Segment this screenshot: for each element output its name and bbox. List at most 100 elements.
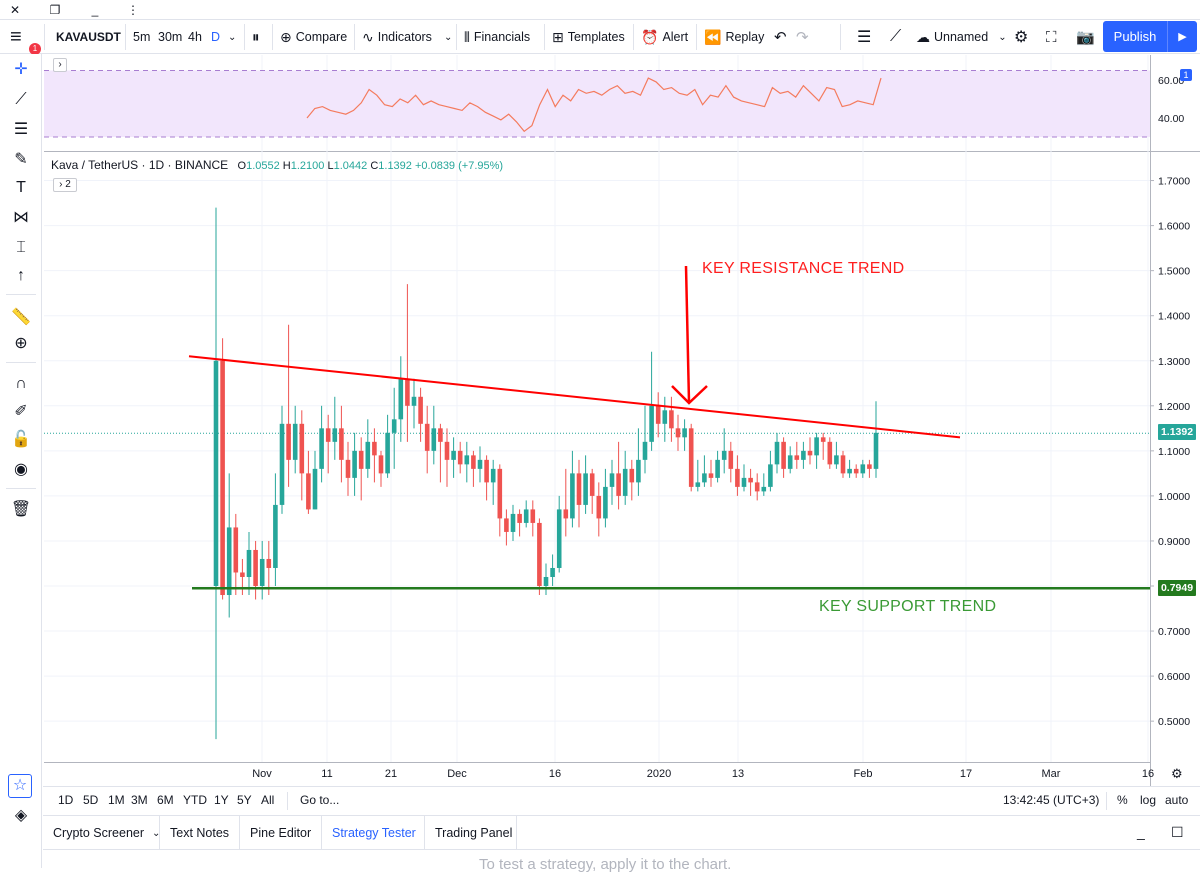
candle-body xyxy=(226,527,232,596)
range-1m[interactable]: 1M xyxy=(108,793,125,807)
text-tool-icon[interactable]: T xyxy=(16,179,26,196)
log-scale-toggle[interactable]: log xyxy=(1140,793,1157,807)
candle-body xyxy=(424,423,430,451)
price-tick-label: 1.2000 xyxy=(1158,401,1190,413)
lock-drawing-icon[interactable]: ✐ xyxy=(14,403,28,420)
object-tree-icon[interactable]: ☰ xyxy=(857,29,872,46)
minimize-window-icon[interactable]: _ xyxy=(91,3,99,17)
candle-body xyxy=(266,558,272,568)
candle-body xyxy=(537,522,542,586)
tab-text-notes[interactable]: Text Notes xyxy=(160,816,240,850)
camera-icon[interactable]: 📷 xyxy=(1076,29,1095,46)
auto-scale-toggle[interactable]: auto xyxy=(1165,793,1189,807)
plus-circle-icon: ⊕ xyxy=(280,28,292,45)
trash-icon[interactable]: 🗑 xyxy=(10,501,32,518)
candle-body xyxy=(411,396,417,406)
candles-chart-type-icon[interactable]: ⏸ xyxy=(252,28,260,46)
candle-body xyxy=(438,428,443,442)
range-5y[interactable]: 5Y xyxy=(237,793,252,807)
symbol-search-button[interactable]: KAVAUSDT xyxy=(56,30,121,44)
rsi-collapse-button[interactable]: › xyxy=(53,58,67,72)
chart-canvas[interactable]: Nov 11 21 Dec 16 2020 13 Feb 17 Mar 161.70001.6000… xyxy=(0,0,1200,786)
candle-body xyxy=(840,455,846,474)
candle-body xyxy=(246,549,252,577)
interval-dropdown-icon[interactable]: ⌄ xyxy=(228,31,237,43)
bottom-tabs: Crypto Screener ⌄ Text Notes Pine Editor… xyxy=(43,816,1200,850)
crosshair-icon[interactable]: ✛ xyxy=(14,61,28,78)
lock-icon[interactable]: 🔓 xyxy=(11,431,31,448)
layout-name-button[interactable]: ☁ Unnamed ⌄ xyxy=(916,20,1007,54)
magnet-icon[interactable]: ∩ xyxy=(15,375,27,392)
brush-icon[interactable]: ✎ xyxy=(14,151,28,168)
financials-button[interactable]: ⫴ Financials xyxy=(464,20,530,54)
maximize-panel-icon[interactable]: ☐ xyxy=(1171,824,1184,840)
candle-body xyxy=(279,423,285,505)
ruler-icon[interactable]: 📏 xyxy=(11,309,31,326)
price-tick-label: 0.6000 xyxy=(1158,671,1190,683)
arrow-up-icon[interactable]: ↑ xyxy=(17,267,25,284)
zoom-in-icon[interactable]: ⊕ xyxy=(14,335,28,352)
alarm-clock-icon: ⏰ xyxy=(641,28,659,45)
publish-button[interactable]: Publish ▶ xyxy=(1103,21,1197,52)
candle-body xyxy=(662,410,668,424)
indicators-toggle-button[interactable]: › 2 xyxy=(53,178,77,192)
alert-button[interactable]: ⏰ Alert xyxy=(641,20,688,54)
range-5d[interactable]: 5D xyxy=(83,793,99,807)
more-options-icon[interactable]: ⋮ xyxy=(127,3,139,17)
candle-body xyxy=(563,509,569,519)
close-window-icon[interactable]: ✕ xyxy=(9,3,21,17)
candle-body xyxy=(873,432,879,469)
tab-pine-editor[interactable]: Pine Editor xyxy=(240,816,322,850)
pattern-icon[interactable]: ⋈ xyxy=(13,209,29,226)
candle-body xyxy=(820,437,826,442)
tab-strategy-tester[interactable]: Strategy Tester xyxy=(322,816,425,850)
fullscreen-icon[interactable]: ⛶ xyxy=(1046,28,1057,46)
interval-5m[interactable]: 5m xyxy=(133,30,151,44)
templates-icon: ⊞ xyxy=(552,28,564,45)
undo-icon[interactable]: ↶ xyxy=(774,29,787,46)
settings-gear-icon[interactable]: ⚙ xyxy=(1014,29,1029,46)
restore-window-icon[interactable]: ❐ xyxy=(49,3,61,17)
interval-d[interactable]: D xyxy=(211,30,221,44)
financials-label: Financials xyxy=(473,30,531,44)
range-all[interactable]: All xyxy=(261,793,275,807)
range-3m[interactable]: 3M xyxy=(131,793,148,807)
price-tick-label: 1.3000 xyxy=(1158,356,1190,368)
redo-icon[interactable]: ↷ xyxy=(796,29,809,46)
time-tick-label: 13 xyxy=(732,768,744,780)
drawing-line-icon[interactable]: ⟋ xyxy=(890,28,902,45)
range-1d[interactable]: 1D xyxy=(58,793,74,807)
candle-body xyxy=(451,450,456,460)
main-menu-button[interactable]: ≡ xyxy=(10,25,22,48)
interval-4h[interactable]: 4h xyxy=(188,30,202,44)
templates-button[interactable]: ⊞ Templates xyxy=(552,20,625,54)
range-6m[interactable]: 6M xyxy=(157,793,174,807)
percent-scale-toggle[interactable]: % xyxy=(1117,793,1128,807)
indicators-button[interactable]: ∿ Indicators ⌄ xyxy=(362,20,452,54)
compare-button[interactable]: ⊕ Compare xyxy=(280,20,347,54)
goto-date-button[interactable]: Go to... xyxy=(300,793,340,807)
fib-retracement-icon[interactable]: ☰ xyxy=(13,121,29,138)
candle-body xyxy=(418,396,423,424)
alert-label: Alert xyxy=(662,30,689,44)
candle-body xyxy=(609,473,615,487)
templates-label: Templates xyxy=(567,30,625,44)
interval-30m[interactable]: 30m xyxy=(158,30,183,44)
layers-icon[interactable]: ◈ xyxy=(14,807,28,824)
candle-body xyxy=(510,513,516,532)
range-ytd[interactable]: YTD xyxy=(183,793,207,807)
tab-crypto-screener[interactable]: Crypto Screener ⌄ xyxy=(43,816,160,850)
watchlist-star-icon[interactable]: ☆ xyxy=(8,774,32,798)
clock-timezone[interactable]: 13:42:45 (UTC+3) xyxy=(1003,793,1100,807)
time-tick-label: Feb xyxy=(854,768,873,780)
replay-button[interactable]: ⏪ Replay xyxy=(704,20,764,54)
trend-line-icon[interactable]: ⟋ xyxy=(15,91,27,108)
measure-icon[interactable]: ⌶ xyxy=(16,239,26,256)
tab-trading-panel[interactable]: Trading Panel xyxy=(425,816,517,850)
candle-body xyxy=(431,428,437,451)
publish-arrow-icon[interactable]: ▶ xyxy=(1167,21,1197,52)
range-1y[interactable]: 1Y xyxy=(214,793,229,807)
minimize-panel-icon[interactable]: _ xyxy=(1137,824,1145,840)
eye-icon[interactable]: ◉ xyxy=(14,461,28,478)
candle-body xyxy=(748,477,753,483)
